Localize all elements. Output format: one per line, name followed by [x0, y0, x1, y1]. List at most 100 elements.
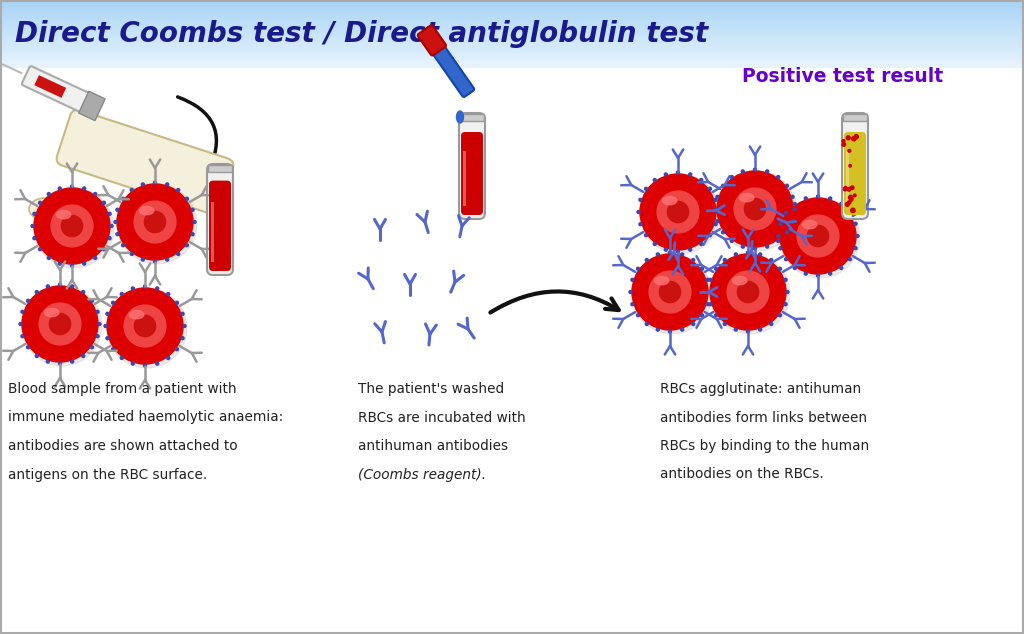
Circle shape [779, 223, 782, 225]
Text: The patient's washed: The patient's washed [358, 382, 504, 396]
Circle shape [58, 362, 61, 365]
Circle shape [856, 235, 859, 238]
Circle shape [637, 314, 640, 317]
Circle shape [786, 290, 790, 294]
Circle shape [734, 328, 737, 331]
Circle shape [850, 198, 853, 201]
Circle shape [723, 259, 726, 262]
Circle shape [759, 253, 762, 256]
Circle shape [848, 150, 851, 152]
Circle shape [144, 211, 166, 233]
Circle shape [105, 337, 109, 340]
Circle shape [852, 136, 856, 141]
Ellipse shape [457, 111, 464, 123]
Circle shape [105, 313, 109, 315]
Circle shape [106, 288, 183, 364]
Ellipse shape [710, 254, 790, 334]
Circle shape [700, 268, 703, 270]
Circle shape [143, 285, 146, 288]
Circle shape [656, 253, 659, 256]
Circle shape [689, 248, 691, 251]
Circle shape [849, 195, 853, 200]
Circle shape [681, 253, 684, 256]
Ellipse shape [117, 184, 197, 264]
Circle shape [716, 195, 719, 198]
FancyBboxPatch shape [207, 164, 233, 275]
Circle shape [122, 197, 125, 200]
Circle shape [840, 202, 843, 205]
Circle shape [154, 260, 157, 263]
Bar [79, 91, 105, 120]
Circle shape [134, 201, 176, 243]
Circle shape [854, 134, 858, 139]
FancyBboxPatch shape [461, 132, 483, 215]
Circle shape [130, 252, 133, 256]
Circle shape [185, 197, 188, 200]
Circle shape [766, 245, 769, 248]
Circle shape [741, 245, 744, 248]
Circle shape [143, 364, 146, 367]
Circle shape [33, 236, 36, 240]
Circle shape [33, 212, 36, 216]
Circle shape [116, 233, 119, 236]
Circle shape [715, 314, 718, 317]
Circle shape [82, 354, 85, 358]
Circle shape [778, 314, 781, 317]
Circle shape [734, 188, 776, 230]
Circle shape [58, 262, 61, 265]
Circle shape [793, 207, 796, 210]
Text: immune mediated haemolytic anaemia:: immune mediated haemolytic anaemia: [8, 410, 284, 425]
Bar [843, 114, 867, 121]
Ellipse shape [640, 174, 720, 254]
Circle shape [727, 271, 769, 313]
Ellipse shape [129, 311, 143, 319]
Circle shape [193, 221, 196, 224]
Text: antibodies are shown attached to: antibodies are shown attached to [8, 439, 238, 453]
Circle shape [681, 328, 684, 331]
Circle shape [804, 197, 807, 200]
Circle shape [707, 290, 710, 294]
Ellipse shape [139, 207, 154, 215]
Circle shape [46, 285, 49, 288]
Circle shape [141, 258, 144, 261]
Text: antibodies on the RBCs.: antibodies on the RBCs. [660, 467, 823, 481]
FancyBboxPatch shape [56, 110, 233, 214]
Circle shape [692, 259, 694, 262]
Circle shape [850, 197, 853, 200]
Circle shape [669, 251, 672, 254]
Circle shape [709, 234, 712, 236]
Ellipse shape [108, 288, 187, 368]
Circle shape [39, 303, 81, 345]
Circle shape [110, 224, 113, 228]
Circle shape [120, 292, 123, 295]
Circle shape [177, 252, 180, 256]
Circle shape [777, 235, 780, 238]
Circle shape [102, 248, 105, 250]
Circle shape [114, 221, 117, 224]
Ellipse shape [780, 198, 860, 278]
Circle shape [35, 290, 38, 294]
Circle shape [784, 257, 787, 261]
Circle shape [181, 313, 184, 315]
Text: (Coombs reagent).: (Coombs reagent). [358, 467, 486, 481]
Circle shape [785, 231, 788, 234]
Circle shape [784, 278, 787, 281]
Circle shape [83, 262, 86, 265]
Circle shape [61, 216, 83, 236]
Circle shape [700, 314, 703, 317]
Ellipse shape [29, 198, 61, 220]
Circle shape [156, 287, 159, 290]
Circle shape [770, 259, 773, 262]
Circle shape [714, 207, 717, 210]
Circle shape [167, 356, 170, 359]
Circle shape [677, 250, 680, 253]
Circle shape [71, 185, 74, 188]
Circle shape [653, 242, 656, 245]
Circle shape [849, 257, 852, 261]
Circle shape [746, 251, 750, 254]
Circle shape [659, 281, 681, 302]
Circle shape [714, 223, 717, 226]
Circle shape [807, 225, 828, 247]
Circle shape [716, 220, 719, 223]
Circle shape [844, 188, 847, 191]
